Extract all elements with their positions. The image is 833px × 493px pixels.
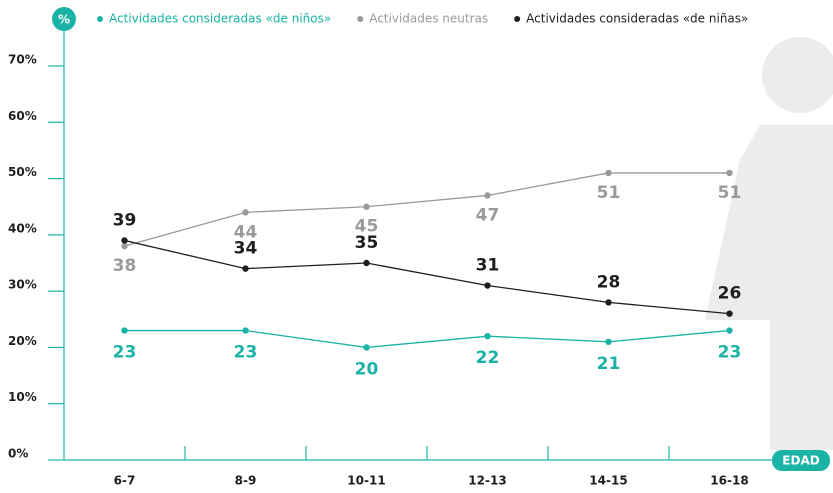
- point: [726, 310, 733, 317]
- data-label: 47: [476, 205, 500, 225]
- x-axis-label: EDAD: [782, 454, 819, 468]
- series-line: [124, 239, 730, 315]
- point: [242, 209, 249, 216]
- y-tick-label: 0%: [8, 447, 28, 461]
- legend-dot: [97, 16, 103, 22]
- y-tick-label: 20%: [8, 334, 37, 348]
- x-tick-label: 8-9: [235, 474, 257, 488]
- series-line: [124, 172, 730, 247]
- x-tick-label: 6-7: [114, 474, 136, 488]
- data-label: 22: [476, 348, 500, 368]
- point: [726, 169, 733, 177]
- point: [121, 327, 128, 334]
- x-tick-label: 14-15: [589, 474, 627, 488]
- point: [363, 259, 370, 267]
- point: [363, 203, 370, 210]
- data-label: 31: [476, 256, 500, 276]
- y-tick-label: 40%: [8, 221, 37, 235]
- data-label: 51: [597, 183, 621, 203]
- silhouette: [705, 37, 833, 450]
- point: [605, 169, 612, 177]
- y-axis-label: %: [58, 13, 70, 27]
- point: [242, 265, 249, 272]
- point: [484, 282, 491, 289]
- y-tick-label: 70%: [8, 53, 37, 67]
- legend-dot: [357, 16, 364, 22]
- series-line: [124, 329, 730, 349]
- data-label: 23: [113, 343, 137, 363]
- data-label: 35: [355, 233, 379, 253]
- data-label: 39: [113, 210, 137, 230]
- data-label: 28: [597, 272, 621, 292]
- legend-label: Actividades consideradas «de niñas»: [526, 12, 748, 26]
- point: [484, 332, 491, 340]
- y-tick-label: 60%: [8, 109, 37, 123]
- data-label: 38: [113, 256, 137, 276]
- point: [726, 327, 733, 334]
- point: [363, 344, 370, 351]
- y-tick-label: 30%: [8, 278, 37, 292]
- x-tick-label: 12-13: [468, 474, 506, 488]
- data-label: 26: [718, 284, 742, 304]
- data-label: 45: [355, 217, 379, 237]
- point: [242, 327, 249, 334]
- y-tick-label: 50%: [8, 165, 37, 179]
- legend-label: Actividades neutras: [369, 12, 488, 26]
- y-tick-label: 10%: [8, 390, 37, 404]
- data-label: 20: [355, 359, 379, 379]
- point: [605, 338, 612, 345]
- data-label: 44: [234, 222, 258, 242]
- point: [121, 242, 128, 250]
- data-label: 21: [597, 354, 621, 374]
- point: [605, 299, 612, 306]
- x-tick-label: 16-18: [710, 474, 748, 488]
- x-tick-label: 10-11: [347, 474, 385, 488]
- legend-label: Actividades consideradas «de niños»: [109, 12, 331, 26]
- y-label-badge: [52, 7, 76, 31]
- data-label: 23: [234, 343, 258, 363]
- legend-dot: [514, 16, 521, 22]
- data-label: 23: [718, 343, 742, 363]
- data-label: 51: [718, 183, 742, 203]
- data-label: 34: [234, 239, 258, 259]
- x-label-badge: [772, 450, 830, 471]
- point: [484, 192, 491, 199]
- point: [121, 237, 128, 244]
